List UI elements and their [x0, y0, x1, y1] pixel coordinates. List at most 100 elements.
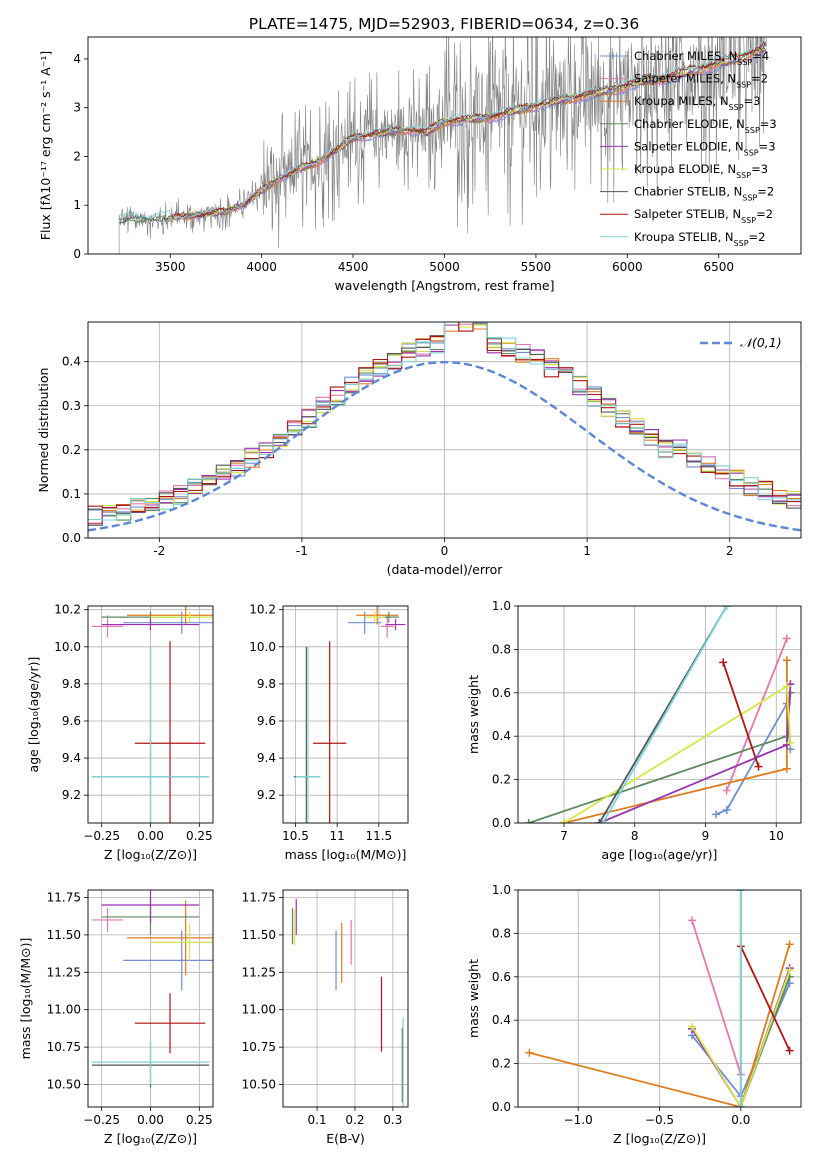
tick-label-y: 3: [73, 101, 81, 115]
tick-label-y: 9.6: [62, 714, 81, 728]
x-axis-label: Z [log₁₀(Z/Z⊙)]: [613, 1131, 706, 1146]
tick-label-y: 10.0: [54, 640, 81, 654]
legend-label-chabrier-stelib: Chabrier STELIB, NSSP=2: [634, 185, 774, 203]
tick-label-y: 11.75: [47, 890, 81, 904]
normal-distribution-curve: [88, 360, 801, 532]
tick-label-x: 5500: [521, 260, 552, 274]
tick-label-x: 4000: [246, 260, 277, 274]
y-axis-label: Normed distribution: [36, 368, 51, 493]
weight-marker-kroupa-miles: [785, 940, 794, 949]
tick-label-y: 0.8: [492, 642, 511, 656]
tick-label-y: 0.4: [492, 1013, 511, 1027]
tick-label-y: 0.2: [492, 1057, 511, 1071]
tick-label-x: 0.2: [345, 1113, 364, 1127]
x-axis-label: E(B-V): [326, 1131, 365, 1146]
axes-spectrum: 3500 4000 4500 5000 5500 6000 6500 0 1 2 3 4 wavelen…: [38, 36, 802, 293]
plot-area: [525, 890, 794, 1107]
legend-label-normal: 𝒩(0,1): [740, 335, 782, 350]
weight-marker-kroupa-miles: [782, 656, 791, 665]
tick-label-y: 1.0: [492, 599, 511, 613]
figure-title: PLATE=1475, MJD=52903, FIBERID=0634, z=0…: [249, 15, 639, 33]
tick-label-x: 0.25: [186, 1113, 213, 1127]
weight-marker-salpeter-stelib: [785, 1046, 794, 1055]
tick-label-x: 8: [631, 829, 639, 843]
axes-frame: [87, 321, 802, 539]
weight-marker-kroupa-elodie: [785, 966, 794, 975]
tick-label-y: 10.50: [242, 1078, 276, 1092]
weight-marker-chabrier-elodie: [524, 819, 533, 823]
axes-age-vs-Z: −0.25 0.00 0.25 9.2 9.4 9.6 9.8 10.0 10.2 Z [log₁…: [26, 603, 214, 862]
tick-label-y: 10.2: [249, 603, 276, 617]
tick-label-x: 0.00: [137, 1113, 164, 1127]
tick-label-y: 4: [73, 52, 81, 66]
plot-area: [524, 606, 795, 823]
plot-area: [293, 606, 406, 823]
y-axis-label: mass [log₁₀(M/M⊙)]: [18, 938, 33, 1060]
tick-label-y: 10.50: [47, 1078, 81, 1092]
tick-label-y: 9.2: [62, 788, 81, 802]
plot-area: [88, 322, 801, 532]
tick-label-y: 9.8: [257, 677, 276, 691]
tick-label-y: 9.4: [62, 751, 81, 765]
weight-marker-salpeter-miles: [688, 916, 697, 925]
weight-marker-salpeter-miles: [722, 786, 731, 795]
tick-label-y: 11.00: [242, 1003, 276, 1017]
tick-label-x: 11: [330, 829, 345, 843]
legend-label-kroupa-elodie: Kroupa ELODIE, NSSP=3: [634, 162, 768, 180]
tick-label-x: 4500: [338, 260, 369, 274]
weight-marker-kroupa-elodie: [786, 738, 795, 747]
y-axis-label: mass weight: [466, 675, 481, 754]
tick-label-y: 0.2: [62, 443, 81, 457]
tick-label-y: 11.00: [47, 1003, 81, 1017]
axes-age-vs-mass: 10.5 11 11.5 9.2 9.4 9.6 9.8 10.0 10.2 mass [log₁…: [249, 603, 409, 862]
tick-label-y: 0.6: [492, 686, 511, 700]
x-axis-label: wavelength [Angstrom, rest frame]: [334, 278, 554, 293]
legend-label-chabrier-elodie: Chabrier ELODIE, NSSP=3: [634, 117, 777, 135]
tick-label-x: 3500: [155, 260, 186, 274]
tick-label-x: −0.25: [83, 1113, 120, 1127]
tick-label-y: 0.4: [62, 355, 81, 369]
tick-label-x: −0.25: [83, 829, 120, 843]
tick-label-x: 11.5: [365, 829, 392, 843]
y-axis-label: Flux [fλ10⁻¹⁷ erg cm⁻² s⁻¹ A⁻¹]: [38, 51, 53, 240]
tick-label-x: 5000: [429, 260, 460, 274]
tick-label-x: 0.3: [383, 1113, 402, 1127]
legend-label-salpeter-stelib: Salpeter STELIB, NSSP=2: [634, 207, 773, 225]
model-spectrum-kroupa-stelib: [118, 40, 767, 219]
tick-label-y: 10.2: [54, 603, 81, 617]
tick-label-x: 10.5: [282, 829, 309, 843]
tick-label-y: 0.0: [62, 531, 81, 545]
plot-area: [91, 890, 213, 1088]
tick-label-x: 7: [560, 829, 568, 843]
histogram-kroupa-stelib: [88, 322, 801, 521]
x-axis-label: mass [log₁₀(M/M⊙)]: [285, 847, 407, 862]
weight-line-kroupa-miles: [529, 944, 791, 1107]
model-spectrum-chabrier-elodie: [118, 48, 767, 224]
axes-residual-histogram: -2 -1 0 1 2 0.0 0.1 0.2 0.3 0.4 (data-model)/error…: [36, 321, 802, 577]
tick-label-y: 10.0: [249, 640, 276, 654]
tick-label-y: 0.2: [492, 773, 511, 787]
tick-label-y: 9.8: [62, 677, 81, 691]
x-axis-label: age [log₁₀(age/yr)]: [602, 847, 718, 862]
axes-frame: [282, 605, 409, 824]
tick-label-y: 1: [73, 198, 81, 212]
legend-label-kroupa-stelib: Kroupa STELIB, NSSP=2: [634, 230, 765, 248]
tick-label-y: 0.4: [492, 729, 511, 743]
axes-frame: [517, 889, 802, 1108]
legend-label-kroupa-miles: Kroupa MILES, NSSP=3: [634, 94, 760, 112]
weight-marker-kroupa-elodie: [559, 819, 568, 823]
weight-marker-kroupa-miles: [782, 764, 791, 773]
plot-area: [291, 898, 404, 1107]
axes-mass-weight-vs-age: 7 8 9 10 0.0 0.2 0.4 0.6 0.8 1.0 age [log₁₀(age/yr…: [466, 599, 802, 862]
weight-line-salpeter-stelib: [722, 662, 760, 767]
weight-marker-salpeter-stelib: [754, 762, 763, 771]
weight-marker-chabrier-stelib: [595, 819, 604, 823]
tick-label-x: 10: [769, 829, 784, 843]
tick-label-y: 9.2: [257, 788, 276, 802]
tick-label-y: 0.0: [492, 1100, 511, 1114]
tick-label-x: 0.1: [308, 1113, 327, 1127]
tick-label-x: -1: [296, 544, 308, 558]
tick-label-x: 2: [726, 544, 734, 558]
x-axis-label: Z [log₁₀(Z/Z⊙)]: [104, 847, 197, 862]
legend-label-salpeter-elodie: Salpeter ELODIE, NSSP=3: [634, 139, 776, 157]
